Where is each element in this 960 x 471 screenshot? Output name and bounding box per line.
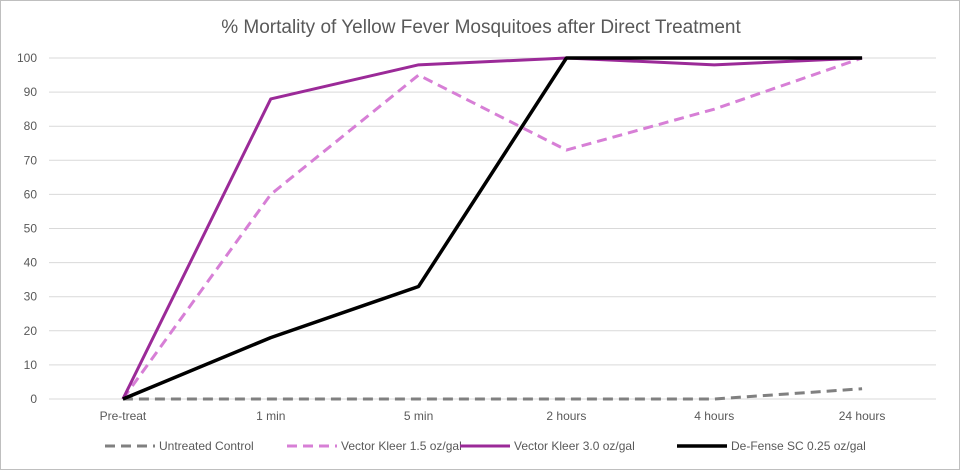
x-tick-label: 2 hours [546,409,586,423]
y-tick-label: 10 [24,358,38,372]
x-tick-label: 1 min [256,409,285,423]
y-tick-label: 50 [24,222,38,236]
series-line-2 [121,56,863,400]
y-tick-label: 0 [30,392,37,406]
series-line-0 [122,387,863,401]
legend: Untreated Control Vector Kleer 1.5 oz/gal… [105,439,866,453]
x-tick-label: 4 hours [694,409,734,423]
legend-label-0: Untreated Control [159,439,254,453]
series-line-3 [122,56,863,401]
y-tick-label: 60 [24,187,38,201]
series-line-1 [121,56,863,400]
y-axis-ticks: 0 10 20 30 40 50 60 70 80 90 100 [17,51,37,406]
y-tick-label: 40 [24,256,38,270]
y-tick-label: 30 [24,290,38,304]
x-axis-ticks: Pre-treat 1 min 5 min 2 hours 4 hours 24 hour… [100,409,886,423]
x-tick-label: 5 min [404,409,433,423]
grid-lines [49,57,936,400]
series-lines [121,56,863,401]
legend-label-3: De-Fense SC 0.25 oz/gal [731,439,866,453]
y-tick-label: 20 [24,324,38,338]
x-tick-label: 24 hours [839,409,886,423]
chart-title: % Mortality of Yellow Fever Mosquitoes a… [221,17,741,38]
y-tick-label: 100 [17,51,37,65]
y-tick-label: 70 [24,153,38,167]
y-tick-label: 90 [24,85,38,99]
legend-label-2: Vector Kleer 3.0 oz/gal [514,439,635,453]
x-tick-label: Pre-treat [100,409,147,423]
legend-label-1: Vector Kleer 1.5 oz/gal [341,439,462,453]
y-tick-label: 80 [24,119,38,133]
